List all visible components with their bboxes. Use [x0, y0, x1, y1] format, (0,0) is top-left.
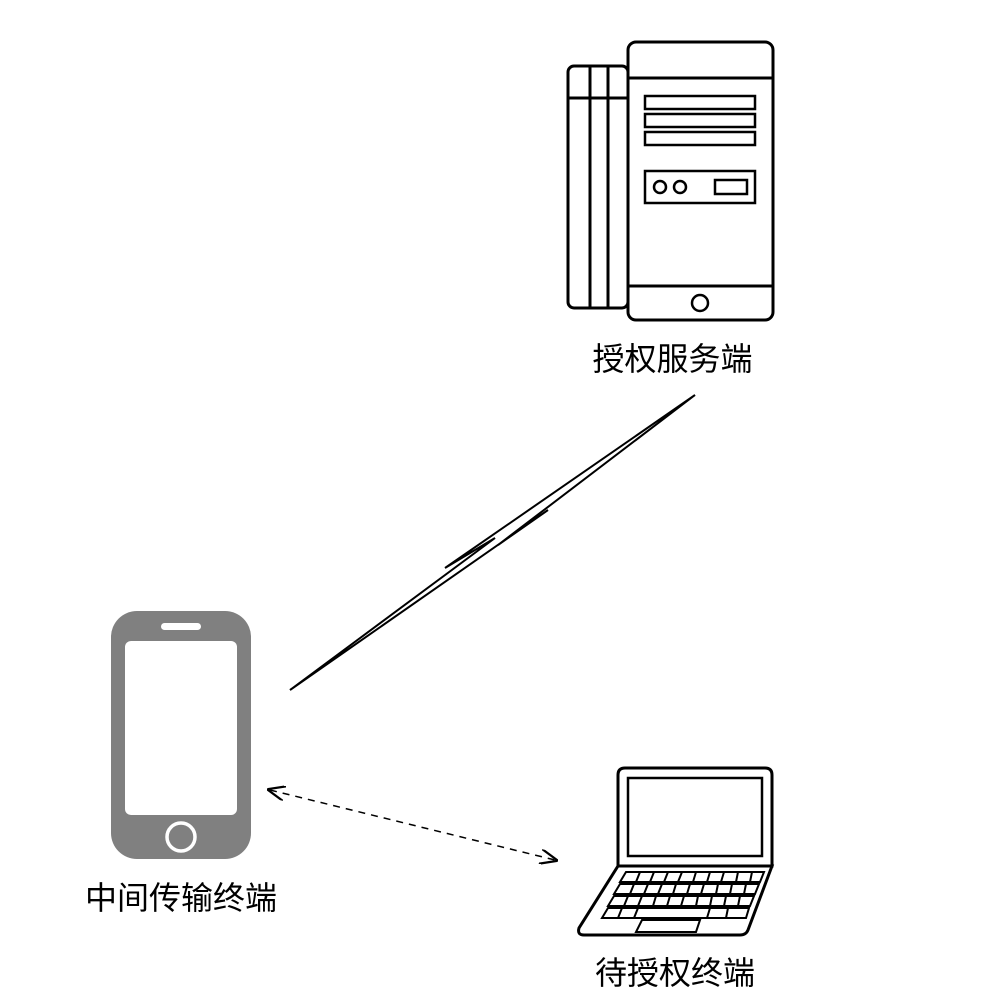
dashed-connection — [0, 0, 992, 1000]
